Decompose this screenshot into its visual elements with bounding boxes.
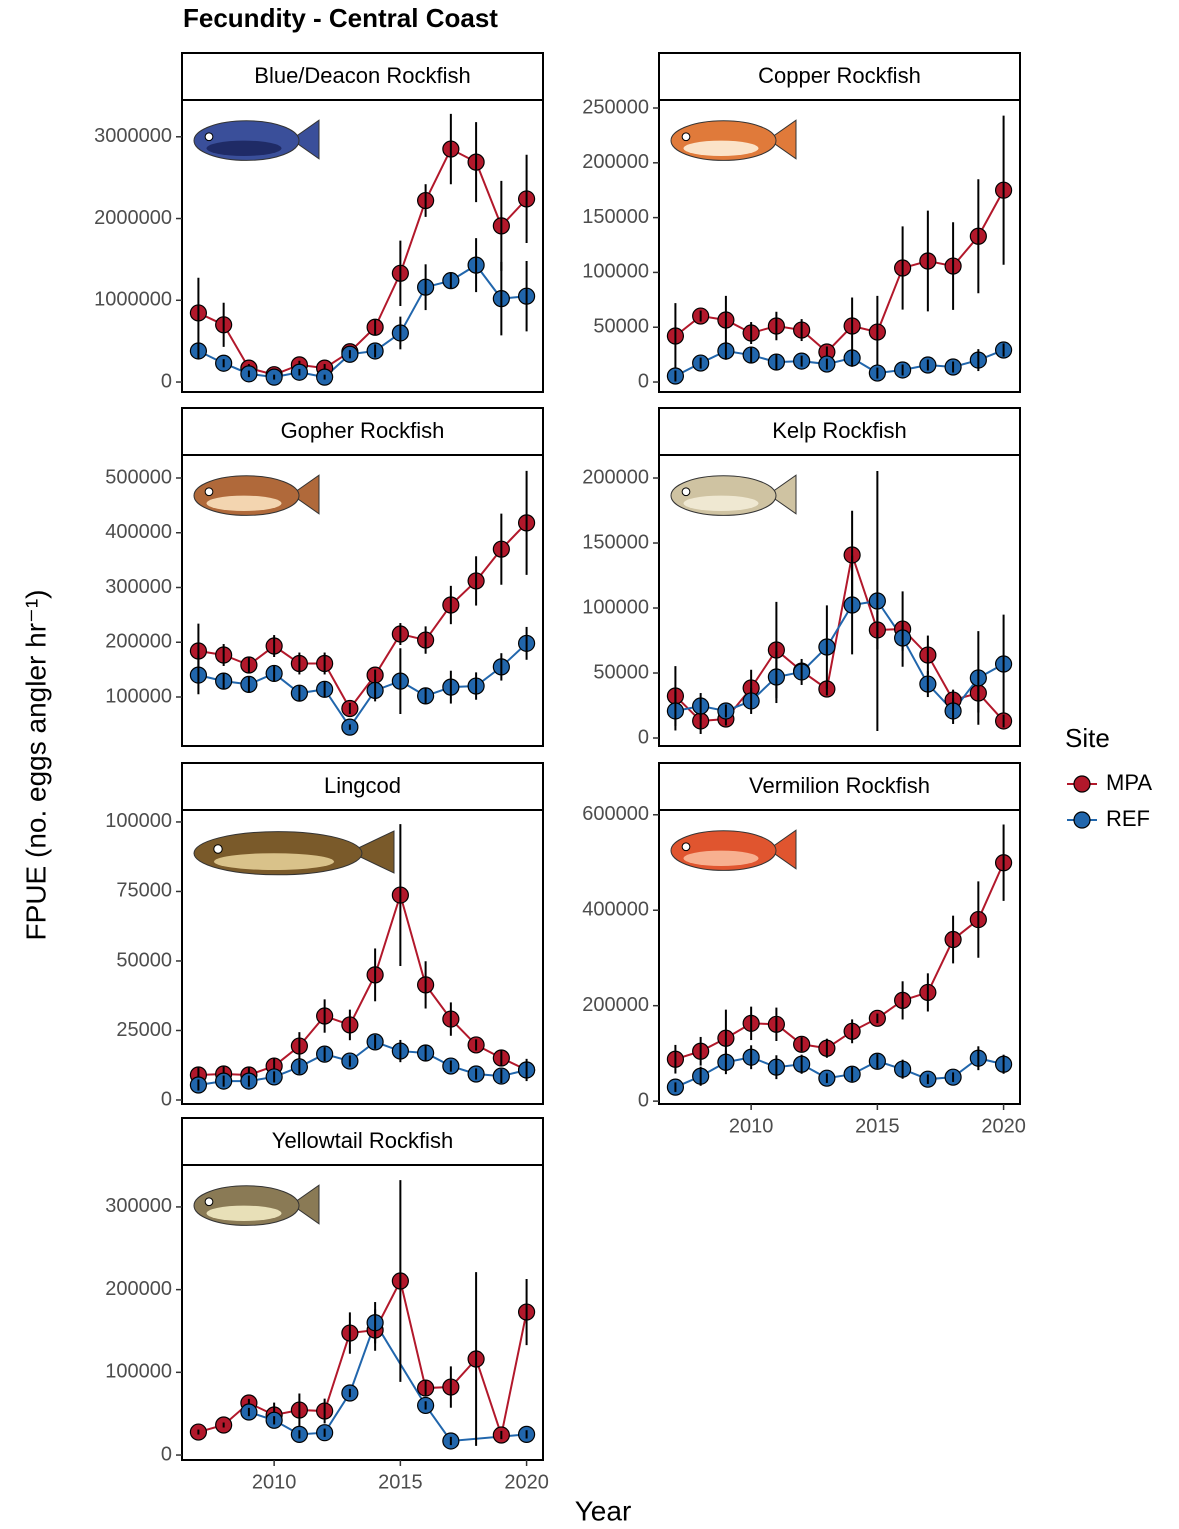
y-tick-label: 200000 [105,1278,172,1300]
x-axis-label: Year [575,1495,632,1526]
panel-title: Lingcod [324,773,401,798]
y-tick-label: 100000 [582,261,649,283]
y-axis-label: FPUE (no. eggs angler hr⁻¹) [20,590,51,941]
y-tick-label: 300000 [105,576,172,598]
panel-border [181,99,544,393]
legend-label: MPA [1106,770,1152,795]
y-tick-label: 500000 [105,466,172,488]
legend-label: REF [1106,806,1150,831]
fish-belly [683,495,759,511]
series-line [248,1320,527,1443]
x-tick-label: 2010 [252,1471,297,1493]
y-tick-label: 200000 [582,151,649,173]
y-tick-label: 100000 [105,810,172,832]
fish-illustration [193,1184,320,1226]
y-tick-label: 0 [161,1088,172,1110]
y-tick-label: 200000 [582,466,649,488]
fish-tail [290,119,320,160]
x-tick-label: 2010 [729,1115,774,1137]
fish-tail [767,474,797,515]
y-tick-label: 150000 [582,531,649,553]
x-tick-label: 2015 [378,1471,423,1493]
y-tick-label: 200000 [582,994,649,1016]
fish-eye [681,132,691,142]
fish-illustration [193,474,320,516]
fish-illustration [670,474,797,516]
legend-marker [1073,811,1091,829]
fish-tail [290,1184,320,1225]
fish-belly [683,140,759,156]
fish-eye [213,844,223,854]
fish-belly [206,140,282,156]
x-tick-label: 2020 [981,1115,1026,1137]
fish-belly [683,850,759,866]
fish-tail [767,119,797,160]
strip [181,1117,544,1166]
y-tick-label: 1000000 [94,289,172,311]
fish-illustration [670,829,797,871]
y-tick-label: 300000 [105,1195,172,1217]
y-tick-label: 0 [638,370,649,392]
fish-eye [681,842,691,852]
y-tick-label: 600000 [582,803,649,825]
y-tick-label: 0 [638,1089,649,1111]
fish-eye [204,1197,214,1207]
fish-belly [206,1205,282,1221]
y-tick-label: 75000 [116,880,172,902]
panel-title: Blue/Deacon Rockfish [254,63,470,88]
panel-title: Yellowtail Rockfish [272,1128,453,1153]
y-tick-label: 25000 [116,1019,172,1041]
fish-tail [767,829,797,870]
fish-eye [681,487,691,497]
y-tick-label: 0 [638,726,649,748]
panel-title: Copper Rockfish [758,63,921,88]
panel-border [181,1164,544,1461]
x-tick-label: 2015 [855,1115,900,1137]
strip [181,52,544,101]
y-tick-label: 100000 [582,596,649,618]
y-tick-label: 50000 [593,661,649,683]
panel-title: Vermilion Rockfish [749,773,930,798]
fish-belly [214,853,334,870]
y-tick-label: 50000 [116,949,172,971]
y-tick-label: 0 [161,1443,172,1465]
y-tick-label: 100000 [105,685,172,707]
y-tick-label: 3000000 [94,125,172,147]
fish-eye [204,487,214,497]
strip [658,762,1021,811]
y-tick-label: 100000 [105,1361,172,1383]
y-tick-label: 400000 [582,899,649,921]
legend-title: Site [1065,723,1110,753]
fish-tail [290,474,320,515]
panel-title: Gopher Rockfish [281,418,445,443]
x-tick-label: 2020 [504,1471,549,1493]
panel-border [658,99,1021,393]
panel-border [658,809,1021,1105]
panel-border [658,454,1021,747]
y-tick-label: 50000 [593,316,649,338]
fish-illustration [193,119,320,161]
series-line [675,862,1005,1061]
strip [658,407,1021,456]
y-tick-label: 400000 [105,521,172,543]
strip [658,52,1021,101]
legend-marker [1073,775,1091,793]
strip [181,407,544,456]
y-tick-label: 2000000 [94,207,172,229]
panel-border [181,809,544,1105]
y-tick-label: 200000 [105,631,172,653]
fish-illustration [670,119,797,161]
fish-tail [348,830,395,874]
fish-eye [204,132,214,142]
y-tick-label: 0 [161,370,172,392]
y-tick-label: 250000 [582,96,649,118]
y-tick-label: 150000 [582,206,649,228]
panel-title: Kelp Rockfish [772,418,907,443]
figure-title: Fecundity - Central Coast [183,3,498,33]
fish-belly [206,495,282,511]
fish-illustration [193,830,395,876]
panel-border [181,454,544,747]
